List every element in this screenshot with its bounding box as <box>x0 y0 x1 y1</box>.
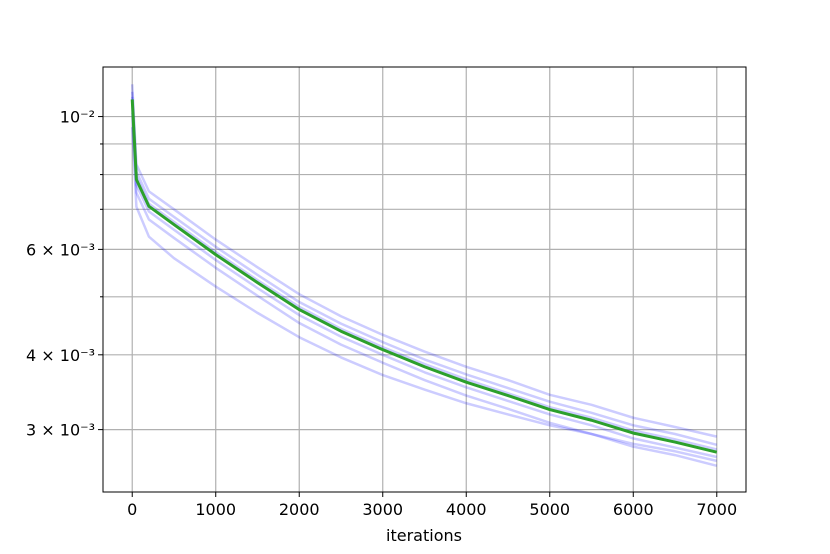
y-tick-label: 6 × 10⁻³ <box>26 240 95 259</box>
data-line <box>130 91 718 446</box>
y-tick-label: 4 × 10⁻³ <box>26 346 95 365</box>
x-tick-label: 5000 <box>529 500 570 519</box>
x-tick-label: 1000 <box>195 500 236 519</box>
x-tick-label: 0 <box>127 500 137 519</box>
x-axis-label: iterations <box>386 526 462 545</box>
x-tick-label: 2000 <box>279 500 320 519</box>
x-tick-label: 7000 <box>696 500 737 519</box>
data-line <box>130 127 718 463</box>
x-tick-label: 3000 <box>362 500 403 519</box>
data-line <box>130 99 718 454</box>
y-tick-label: 3 × 10⁻³ <box>26 421 95 440</box>
plot-frame <box>102 66 747 493</box>
data-line <box>130 112 718 468</box>
data-line <box>130 84 718 438</box>
data-line <box>130 96 718 451</box>
x-tick-label: 6000 <box>613 500 654 519</box>
y-tick-label: 10⁻² <box>60 108 95 127</box>
x-tick-label: 4000 <box>446 500 487 519</box>
data-line <box>130 104 718 459</box>
